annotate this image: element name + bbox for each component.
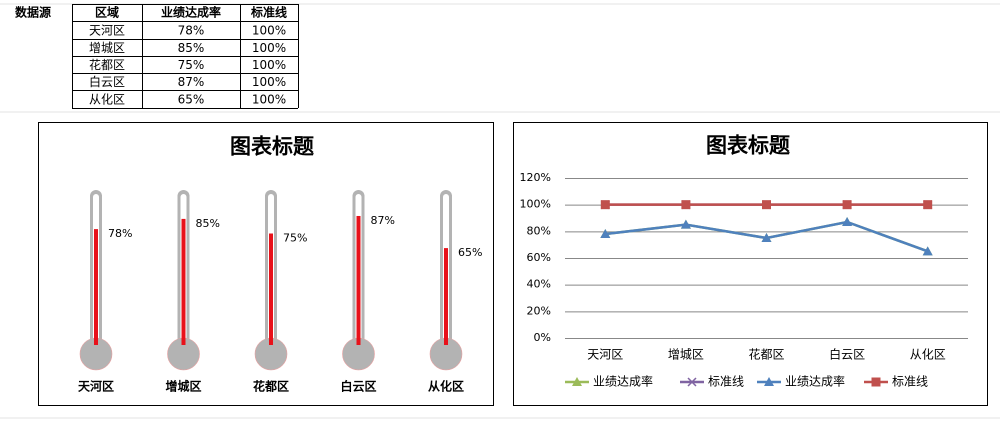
x-tick-label: 花都区 [748,347,784,362]
table-header: 区域 [95,5,119,20]
table-cell: 78% [178,24,205,38]
data-label: 78% [108,227,132,240]
y-tick-label: 60% [527,251,551,264]
bar [444,248,448,345]
bar [269,233,273,345]
bar [356,215,361,345]
point [681,200,691,210]
table-cell: 增城区 [89,41,125,55]
x-tick-label: 从化区 [428,379,464,394]
data-label: 87% [371,214,395,227]
x-tick-label: 天河区 [587,348,623,362]
legend-label: 标准线 [708,375,744,389]
legend-label: 标准线 [892,375,928,389]
point [842,217,853,226]
bar [181,218,186,345]
bar [94,229,98,345]
table-cell: 65% [178,93,205,107]
table-cell: 白云区 [89,74,125,89]
table-cell: 87% [178,75,205,89]
data-label: 85% [196,217,220,230]
legend-label: 业绩达成率 [785,374,845,389]
table-cell: 75% [178,58,205,72]
x-tick-label: 花都区 [253,379,289,394]
table-header: 业绩达成率 [161,5,221,20]
x-tick-label: 白云区 [829,347,865,362]
table-cell: 100% [252,24,286,38]
point [923,200,933,210]
legend-marker [871,377,881,387]
y-tick-label: 100% [520,198,551,211]
chart-title: 图表标题 [706,133,791,158]
x-tick-label: 增城区 [165,379,201,394]
point [600,200,610,210]
x-tick-label: 天河区 [78,379,114,394]
legend-marker [687,377,697,387]
table-cell: 100% [252,75,286,89]
table-header: 标准线 [250,5,287,20]
data-label: 75% [283,232,307,245]
table-cell: 100% [252,58,286,72]
x-tick-label: 从化区 [910,348,946,362]
y-tick-label: 40% [527,278,551,291]
point [922,246,933,256]
point [762,200,771,210]
point [680,219,691,229]
table-label: 数据源 [15,5,51,20]
x-tick-label: 白云区 [340,379,376,394]
data-label: 65% [458,246,482,259]
y-tick-label: 80% [527,224,551,237]
table-cell: 85% [178,41,205,55]
table-cell: 天河区 [89,24,125,38]
table-cell: 100% [252,41,286,55]
chart-title: 图表标题 [230,134,315,159]
table-cell: 从化区 [89,93,125,107]
x-tick-label: 增城区 [668,348,704,362]
legend-label: 业绩达成率 [593,374,653,389]
point [842,200,852,210]
y-tick-label: 0% [534,331,551,344]
chart-frame [513,122,988,406]
table-cell: 花都区 [89,57,125,72]
legend-marker [764,377,774,386]
table-cell: 100% [252,93,286,107]
point [761,233,772,242]
legend-marker [572,377,582,386]
point [600,229,611,238]
y-tick-label: 120% [520,171,551,184]
y-tick-label: 20% [527,304,551,317]
